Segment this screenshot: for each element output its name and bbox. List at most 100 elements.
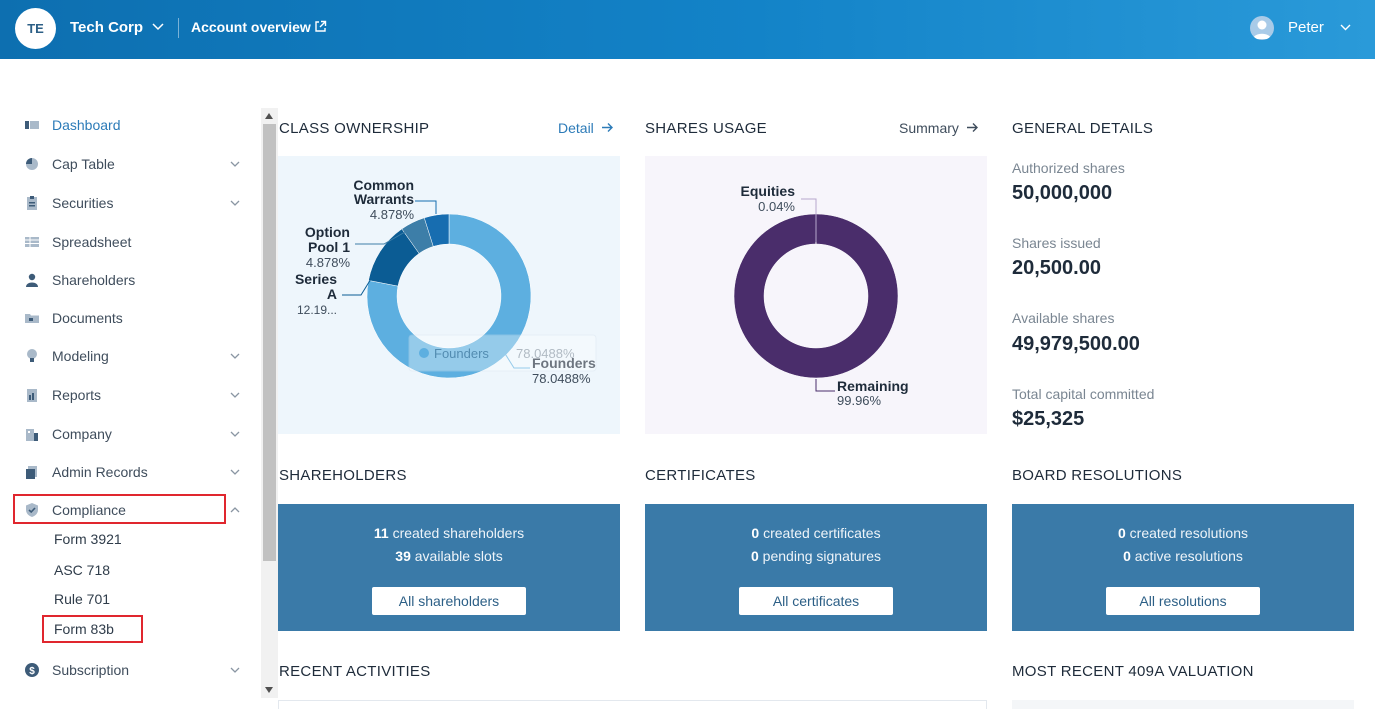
- chart-label: Pool 1: [308, 239, 350, 255]
- sidebar-item-documents[interactable]: Documents: [14, 304, 244, 332]
- org-avatar[interactable]: TE: [15, 8, 56, 49]
- card-line: 39 available slots: [278, 548, 620, 564]
- shareholders-title: SHAREHOLDERS: [279, 467, 407, 484]
- chevron-down-icon: [230, 431, 240, 437]
- donut-slice-remaining[interactable]: [733, 213, 899, 379]
- sidebar-subitem-form-3921[interactable]: Form 3921: [54, 531, 122, 547]
- summary-link-label: Summary: [899, 120, 959, 136]
- chevron-down-icon[interactable]: [1339, 21, 1352, 34]
- pie-chart-icon: [26, 158, 38, 170]
- chart-label: Common: [353, 177, 414, 193]
- sidebar-item-cap-table[interactable]: Cap Table: [14, 150, 244, 178]
- sidebar-item-label: Modeling: [52, 348, 109, 364]
- available-shares-label: Available shares: [1012, 310, 1115, 326]
- chevron-down-icon[interactable]: [151, 20, 165, 34]
- leader-line: [503, 351, 530, 369]
- chart-tooltip: Founders 78.0488%: [408, 334, 597, 372]
- building-icon: [26, 429, 38, 441]
- sidebar-item-label: Company: [52, 426, 112, 442]
- top-bar: TE Tech Corp Account overview Peter: [0, 0, 1375, 59]
- sidebar-item-label: Documents: [52, 310, 123, 326]
- card-count: 0: [751, 525, 760, 541]
- authorized-shares-label: Authorized shares: [1012, 160, 1125, 176]
- shares-usage-chart: Equities 0.04% Remaining 99.96%: [645, 156, 987, 434]
- spreadsheet-icon: [25, 237, 39, 247]
- sidebar-item-label: Compliance: [52, 502, 126, 518]
- sidebar-item-label: Reports: [52, 387, 102, 403]
- authorized-shares-value: 50,000,000: [1012, 182, 1113, 204]
- chevron-down-icon: [230, 161, 240, 167]
- scroll-up-arrow[interactable]: [265, 113, 273, 119]
- capital-committed-label: Total capital committed: [1012, 386, 1155, 402]
- card-count: 0: [751, 548, 759, 564]
- all-certificates-button[interactable]: All certificates: [739, 587, 893, 615]
- donut-slice-common-warrants[interactable]: [423, 213, 450, 247]
- sidebar-subitem-asc-718[interactable]: ASC 718: [54, 562, 111, 578]
- sidebar-subitem-form-83b[interactable]: Form 83b: [54, 621, 114, 637]
- shares-usage-title: SHARES USAGE: [645, 120, 767, 137]
- dashboard-icon: [25, 121, 39, 129]
- tooltip-label: Founders: [434, 346, 489, 361]
- chevron-down-icon: [230, 667, 240, 673]
- sidebar-item-label: Dashboard: [52, 117, 121, 133]
- user-icon: [1253, 20, 1271, 39]
- sidebar-item-label: Securities: [52, 195, 114, 211]
- org-name[interactable]: Tech Corp: [70, 19, 144, 36]
- sidebar-item-label: Cap Table: [52, 156, 115, 172]
- sidebar-item-reports[interactable]: Reports: [14, 381, 244, 409]
- highlight-box: [42, 615, 143, 643]
- detail-link[interactable]: Detail: [558, 120, 614, 136]
- user-name[interactable]: Peter: [1288, 19, 1324, 36]
- valuation-title: MOST RECENT 409A VALUATION: [1012, 663, 1254, 680]
- card-text: available slots: [410, 548, 503, 564]
- user-icon: [26, 273, 38, 287]
- sidebar-item-modeling[interactable]: Modeling: [14, 342, 244, 370]
- sidebar-item-securities[interactable]: Securities: [14, 189, 244, 217]
- sidebar-item-subscription[interactable]: $ Subscription: [14, 656, 244, 684]
- scrollbar-thumb[interactable]: [263, 124, 276, 561]
- chart-label: Warrants: [354, 191, 414, 207]
- card-text: active resolutions: [1130, 548, 1243, 564]
- card-count: 11: [373, 525, 389, 541]
- chart-label: 99.96%: [837, 393, 882, 408]
- sidebar-item-spreadsheet[interactable]: Spreadsheet: [14, 228, 244, 256]
- capital-committed-value: $25,325: [1012, 408, 1085, 430]
- chart-label: Option: [305, 224, 350, 240]
- general-details-title: GENERAL DETAILS: [1012, 120, 1154, 137]
- account-overview-link[interactable]: Account overview: [191, 19, 311, 35]
- svg-text:$: $: [29, 666, 35, 677]
- tooltip-value: 78.0488%: [516, 346, 575, 361]
- card-line: 0 created resolutions: [1012, 525, 1354, 541]
- sidebar-item-compliance[interactable]: Compliance: [14, 496, 244, 524]
- card-line: 0 active resolutions: [1012, 548, 1354, 564]
- chart-label: A: [327, 286, 337, 302]
- summary-link[interactable]: Summary: [899, 120, 979, 136]
- scroll-down-arrow[interactable]: [265, 687, 273, 693]
- valuation-panel: [1012, 700, 1354, 709]
- records-icon: [26, 466, 37, 479]
- lightbulb-icon: [27, 349, 37, 362]
- all-resolutions-button[interactable]: All resolutions: [1106, 587, 1260, 615]
- card-text: created resolutions: [1125, 525, 1248, 541]
- certificates-card: 0 created certificates 0 pending signatu…: [645, 504, 987, 631]
- all-shareholders-button[interactable]: All shareholders: [372, 587, 526, 615]
- card-count: 39: [395, 548, 411, 564]
- folder-icon: [25, 314, 39, 323]
- card-line: 0 created certificates: [645, 525, 987, 541]
- sidebar-item-shareholders[interactable]: Shareholders: [14, 266, 244, 294]
- external-link-icon[interactable]: [314, 20, 327, 33]
- card-count: 0: [1118, 525, 1126, 541]
- class-ownership-chart: Common Warrants 4.878% Option Pool 1 4.8…: [278, 156, 620, 434]
- recent-activities-panel: [278, 700, 987, 709]
- card-text: created certificates: [759, 525, 881, 541]
- user-avatar[interactable]: [1250, 16, 1274, 40]
- sidebar-item-company[interactable]: Company: [14, 420, 244, 448]
- donut-slice-founders[interactable]: [366, 213, 532, 379]
- class-ownership-donut: Common Warrants 4.878% Option Pool 1 4.8…: [295, 177, 597, 386]
- sidebar-item-admin-records[interactable]: Admin Records: [14, 458, 244, 486]
- class-ownership-title: CLASS OWNERSHIP: [279, 120, 430, 137]
- chart-label: Equities: [741, 183, 796, 199]
- sidebar-item-dashboard[interactable]: Dashboard: [14, 111, 244, 139]
- sidebar-subitem-rule-701[interactable]: Rule 701: [54, 591, 111, 607]
- shares-issued-label: Shares issued: [1012, 235, 1101, 251]
